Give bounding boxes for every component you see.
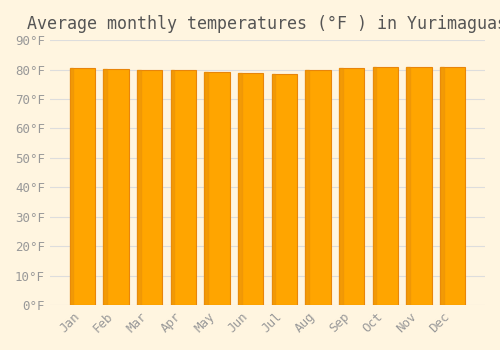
Bar	[70, 68, 73, 305]
Title: Average monthly temperatures (°F ) in Yurimaguas: Average monthly temperatures (°F ) in Yu…	[28, 15, 500, 33]
Bar	[372, 66, 376, 305]
Bar	[204, 72, 208, 305]
Bar	[272, 74, 276, 305]
Bar	[306, 70, 330, 305]
Bar	[238, 73, 263, 305]
Bar	[170, 70, 174, 305]
Bar	[137, 70, 141, 305]
Bar	[440, 66, 465, 305]
Bar	[339, 68, 343, 305]
Bar	[372, 66, 398, 305]
Bar	[137, 70, 162, 305]
Bar	[406, 67, 432, 305]
Bar	[339, 68, 364, 305]
Bar	[104, 69, 128, 305]
Bar	[70, 68, 95, 305]
Bar	[306, 70, 309, 305]
Bar	[104, 69, 107, 305]
Bar	[440, 66, 444, 305]
Bar	[238, 73, 242, 305]
Bar	[170, 70, 196, 305]
Bar	[272, 74, 297, 305]
Bar	[406, 67, 410, 305]
Bar	[204, 72, 230, 305]
